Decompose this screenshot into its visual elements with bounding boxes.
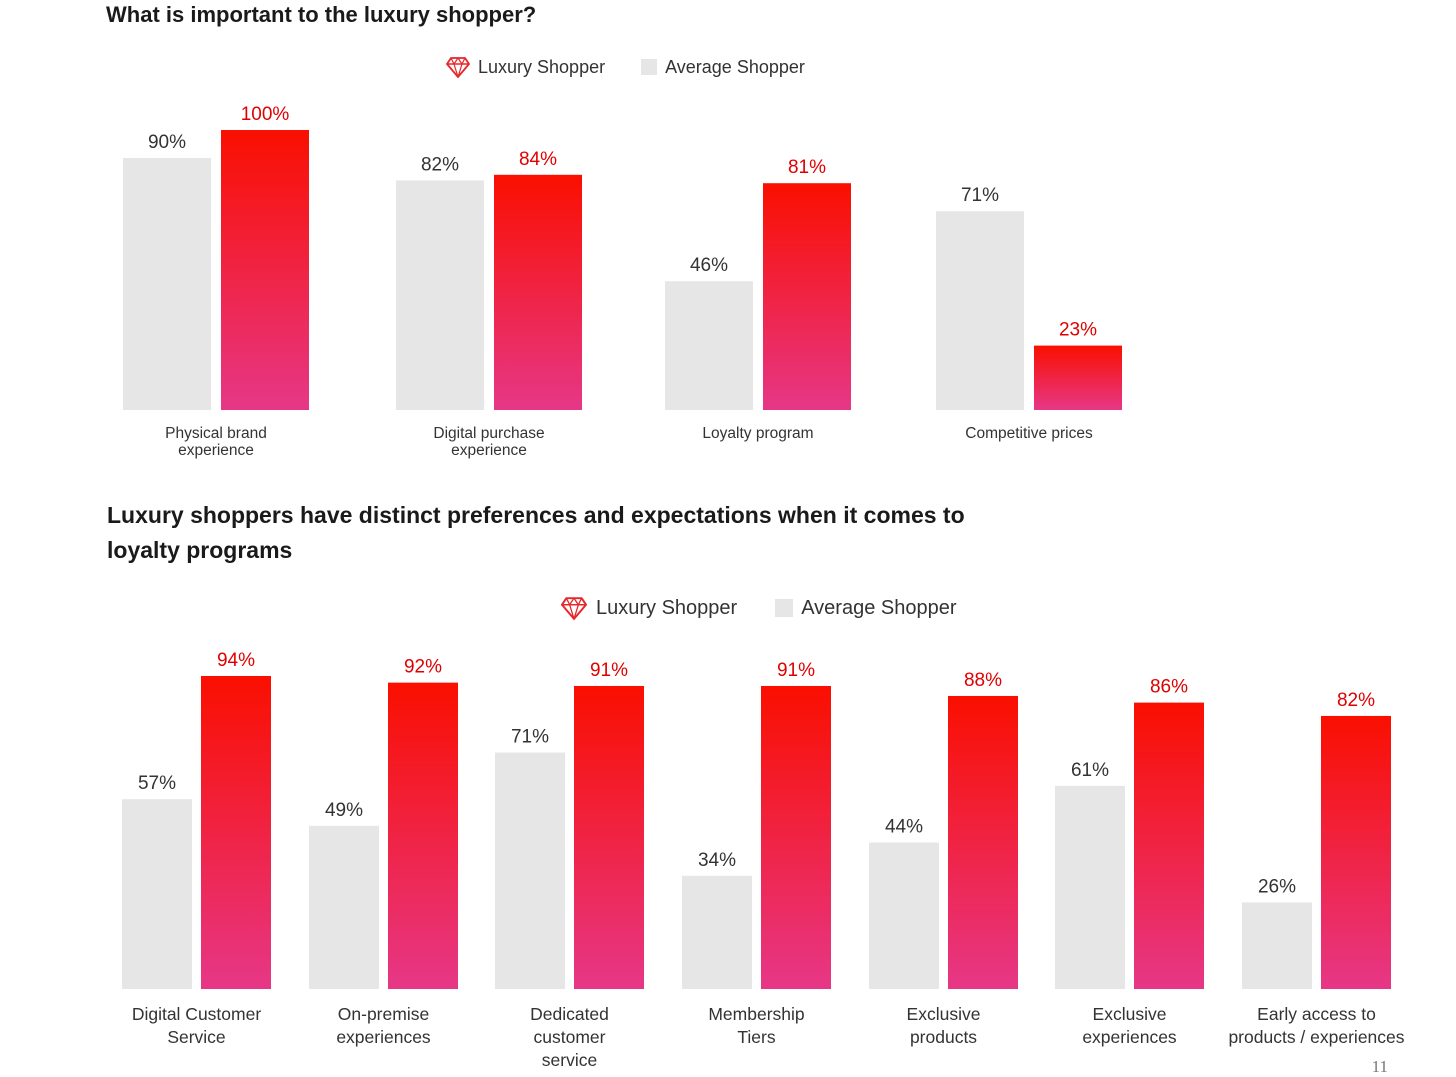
gem-icon [446,56,470,78]
average-shopper-bar [1055,785,1125,989]
luxury-shopper-bar [221,130,309,410]
luxury-value-label: 88% [964,670,1002,691]
average-shopper-bar [1242,902,1312,989]
average-value-label: 90% [148,132,186,153]
average-shopper-bar [122,799,192,989]
luxury-shopper-bar [763,183,851,410]
category-label: Dedicated customer service [530,1004,609,1070]
luxury-shopper-bar [1134,702,1204,989]
luxury-value-label: 92% [404,657,442,678]
top-chart-title: What is important to the luxury shopper? [106,2,537,27]
category-label: Exclusive experiences [1082,1004,1177,1047]
category-label: Membership Tiers [708,1004,804,1047]
luxury-shopper-bar [948,695,1018,989]
bar-group: 90% 100% Physical brand experience [123,104,309,459]
category-label: On-premise experiences [336,1004,431,1047]
average-shopper-bar [396,180,484,410]
average-value-label: 34% [698,850,736,871]
legend-average-label: Average Shopper [801,596,957,619]
bar-group: 61% 86% Exclusive experiences [1055,677,1204,1047]
legend-luxury: Luxury Shopper [446,56,605,78]
legend-average: Average Shopper [737,596,957,620]
bar-group: 34% 91% Membership Tiers [682,660,831,1047]
average-shopper-bar [936,211,1024,410]
gray-square-swatch [775,599,794,617]
category-label: Digital Customer Service [132,1004,262,1047]
bar-group: 71% 23% Competitive prices [936,185,1122,442]
bar-group: 44% 88% Exclusive products [869,670,1018,1047]
bottom-chart-legend: Luxury Shopper Average Shopper [560,596,957,620]
average-shopper-bar [682,875,752,989]
luxury-shopper-bar [1321,715,1391,989]
average-value-label: 49% [325,800,363,821]
average-shopper-bar [869,842,939,989]
average-shopper-bar [665,281,753,410]
luxury-shopper-bar [201,675,271,989]
luxury-value-label: 94% [217,650,255,671]
category-label: Competitive prices [965,425,1093,442]
average-value-label: 46% [690,255,728,276]
average-value-label: 26% [1258,876,1296,897]
legend-average-label: Average Shopper [665,56,805,77]
top-chart-legend: Luxury Shopper Average Shopper [446,56,805,78]
luxury-shopper-bar [574,685,644,989]
luxury-value-label: 91% [590,660,628,681]
bar-group: 49% 92% On-premise experiences [309,657,458,1047]
average-value-label: 44% [885,816,923,837]
luxury-value-label: 81% [788,157,826,178]
gem-icon [561,597,587,620]
luxury-shopper-bar [388,682,458,989]
bottom-chart-title: Luxury shoppers have distinct preference… [107,502,965,563]
category-label: Exclusive products [907,1004,981,1047]
luxury-value-label: 23% [1059,320,1097,341]
category-label: Physical brand experience [165,425,267,459]
luxury-value-label: 82% [1337,690,1375,711]
average-value-label: 82% [421,154,459,175]
luxury-shopper-bar [761,685,831,989]
luxury-value-label: 100% [241,104,290,125]
category-label: Early access to products / experiences [1228,1004,1404,1047]
category-label: Digital purchase experience [433,425,544,459]
average-value-label: 61% [1071,760,1109,781]
average-value-label: 71% [511,727,549,748]
legend-luxury: Luxury Shopper [560,596,737,620]
average-shopper-bar [123,158,211,410]
bar-group: 71% 91% Dedicated customer service [495,660,644,1070]
page-number: 11 [1371,1057,1388,1076]
luxury-value-label: 84% [519,149,557,170]
average-value-label: 57% [138,773,176,794]
bar-group: 26% 82% Early access to products / experien… [1228,690,1404,1047]
bar-group: 82% 84% Digital purchase experience [396,149,582,459]
luxury-value-label: 86% [1150,677,1188,698]
luxury-shopper-bar [1034,345,1122,410]
legend-average: Average Shopper [605,57,805,78]
legend-luxury-label: Luxury Shopper [596,596,738,619]
top-bar-chart: 90% 100% Physical brand experience 82% 84% Dig… [123,104,1122,459]
category-label: Loyalty program [702,425,813,442]
average-shopper-bar [495,752,565,989]
average-value-label: 71% [961,185,999,206]
legend-luxury-label: Luxury Shopper [478,56,606,77]
gray-square-swatch [641,59,658,75]
average-shopper-bar [309,825,379,989]
bar-group: 57% 94% Digital Customer Service [122,650,271,1047]
bar-group: 46% 81% Loyalty program [665,157,851,442]
luxury-value-label: 91% [777,660,815,681]
luxury-shopper-bar [494,174,582,410]
